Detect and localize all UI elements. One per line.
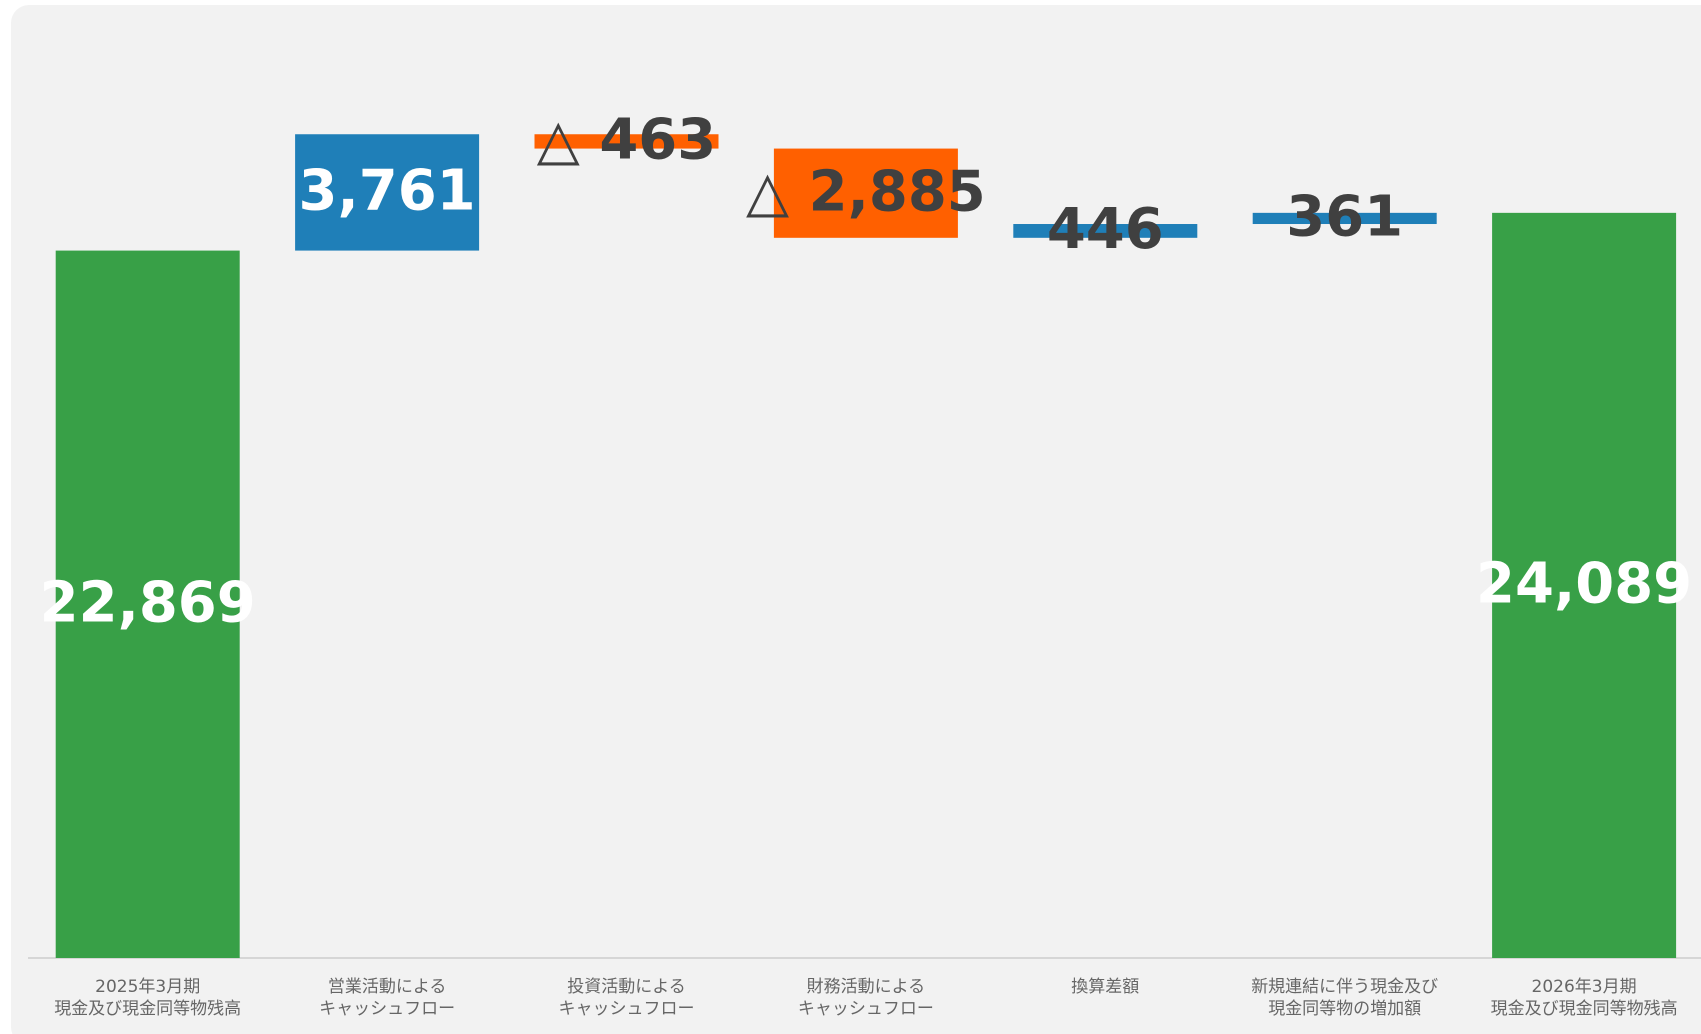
value-label: 3,761 [299,159,476,224]
value-label: 22,869 [40,570,256,635]
bar [1252,212,1437,225]
x-tick-label: 財務活動によるキャッシュフロー [798,977,934,1019]
x-tick-label: 新規連結に伴う現金及び現金同等物の増加額 [1251,977,1438,1019]
bar [1013,224,1198,238]
value-label: △ 2,885 [746,159,986,224]
x-tick-label: 投資活動によるキャッシュフロー [559,977,695,1019]
bar [534,134,719,149]
x-tick-label: 営業活動によるキャッシュフロー [319,977,455,1019]
value-label: 24,089 [1476,552,1692,617]
x-tick-label: 2026年3月期現金及び現金同等物残高 [1491,977,1678,1019]
panel [11,5,1701,1034]
bar [295,134,480,251]
bar [773,148,958,238]
value-label: △ 463 [537,108,716,173]
x-tick-label: 2025年3月期現金及び現金同等物残高 [54,977,241,1019]
value-label: 446 [1047,197,1164,262]
bar [1492,212,1677,959]
value-label: 361 [1286,185,1403,250]
x-tick-label: 換算差額 [1071,977,1139,997]
bar [55,250,240,959]
